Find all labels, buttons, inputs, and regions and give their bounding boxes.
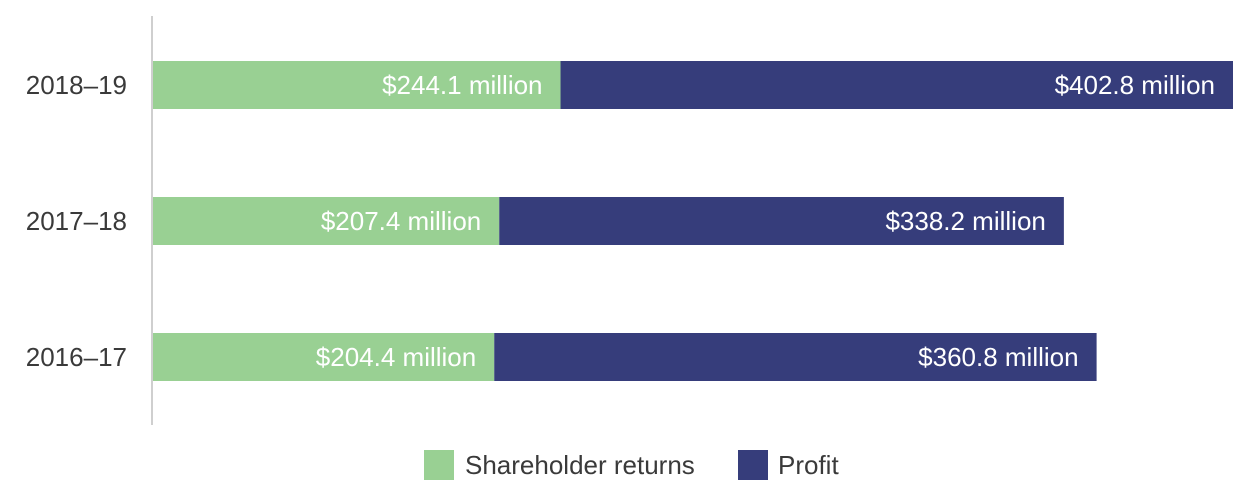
bar-data-label: $244.1 million [382, 70, 542, 100]
bar-segment [494, 333, 1097, 381]
legend-label: Shareholder returns [465, 450, 695, 480]
category-label: 2016–17 [26, 342, 127, 372]
bar-data-label: $360.8 million [918, 342, 1078, 372]
bar-segment [153, 333, 495, 381]
legend-swatch [424, 450, 454, 480]
bar-segment [153, 197, 500, 245]
bar-data-label: $402.8 million [1055, 70, 1215, 100]
legend-label: Profit [778, 450, 839, 480]
bar-segment [560, 61, 1233, 109]
bars [153, 61, 1233, 381]
category-label: 2017–18 [26, 206, 127, 236]
bar-data-label: $207.4 million [321, 206, 481, 236]
bar-data-label: $338.2 million [885, 206, 1045, 236]
category-label: 2018–19 [26, 70, 127, 100]
bar-data-labels: $244.1 million $402.8 million $207.4 milli… [316, 70, 1215, 372]
bar-segment [499, 197, 1064, 245]
category-labels: 2018–19 2017–18 2016–17 [26, 70, 127, 372]
bar-segment [153, 61, 561, 109]
bar-data-label: $204.4 million [316, 342, 476, 372]
legend: Shareholder returns Profit [424, 450, 839, 480]
legend-swatch [738, 450, 768, 480]
